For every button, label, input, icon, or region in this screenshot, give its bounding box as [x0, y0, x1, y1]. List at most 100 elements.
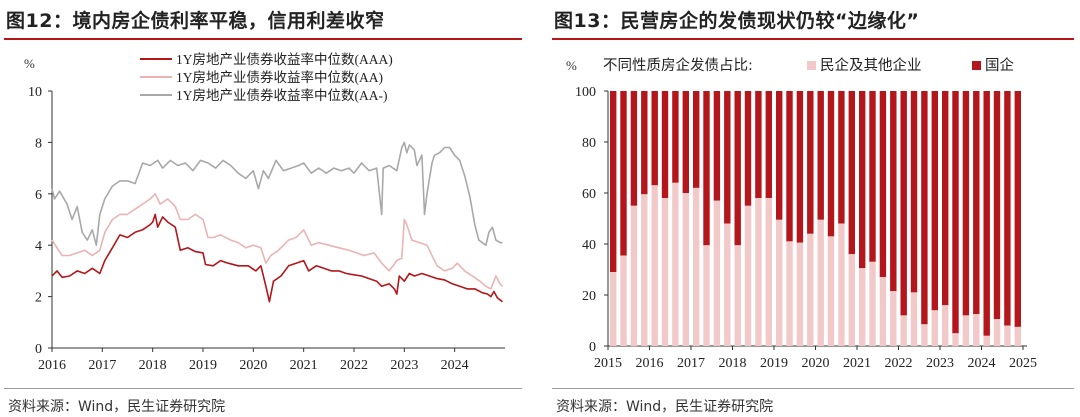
state-owned-bar: [993, 91, 1001, 320]
private-bar: [890, 291, 897, 346]
state-owned-bar: [1004, 91, 1011, 326]
private-bar: [921, 324, 928, 346]
private-bar: [703, 245, 710, 346]
right-legend-title: 不同性质房企发债占比:: [603, 56, 753, 74]
state-owned-bar: [713, 91, 721, 201]
left-title-rule: [4, 38, 522, 40]
right-y-tick-label: 100: [575, 85, 596, 100]
right-source-rule: [552, 388, 1074, 389]
state-owned-bar: [744, 91, 752, 206]
left-source-note: 资料来源：Wind，民生证券研究院: [8, 399, 226, 415]
right-legend-swatch-private: [807, 61, 816, 70]
private-bar: [973, 314, 980, 346]
left-y-unit-label: %: [24, 56, 35, 71]
private-bar: [827, 236, 835, 346]
state-owned-bar: [983, 91, 990, 336]
state-owned-bar: [661, 91, 669, 199]
state-owned-bar: [817, 91, 824, 220]
private-bar: [713, 200, 721, 346]
state-owned-bar: [610, 91, 617, 273]
private-bar: [734, 245, 741, 346]
left-series-line-aa: [51, 193, 504, 290]
state-owned-bar: [672, 91, 679, 183]
private-bar: [817, 219, 824, 346]
state-owned-bar: [682, 91, 689, 193]
state-owned-bar: [693, 91, 700, 188]
private-bar: [1004, 325, 1011, 346]
right-x-tick-label: 2024: [968, 356, 996, 371]
left-series-line-aaa: [51, 213, 503, 303]
state-owned-bar: [879, 91, 887, 278]
right-y-tick-label: 80: [582, 136, 596, 151]
state-owned-bar: [620, 91, 627, 256]
left-chart-panel: 图12：境内房企债利率平稳，信用利差收窄 % 0 2 4 6 8 10 2016 2017 201…: [0, 0, 528, 417]
private-bar: [765, 198, 772, 346]
state-owned-bar: [859, 91, 866, 269]
private-bar: [962, 315, 970, 346]
left-x-tick-label: 2020: [239, 358, 267, 373]
private-bar: [910, 292, 918, 346]
private-bar: [869, 261, 876, 346]
state-owned-bar: [827, 91, 835, 237]
state-owned-bar: [776, 91, 783, 220]
state-owned-bar: [765, 91, 772, 199]
state-owned-bar: [796, 91, 804, 243]
state-owned-bar: [703, 91, 710, 246]
right-legend-label-state: 国企: [985, 56, 1014, 74]
left-legend-label: 1Y房地产业债券收益率中位数(AAA): [176, 51, 393, 67]
right-x-tick-label: 2022: [885, 356, 913, 371]
right-title-rule: [552, 38, 1074, 40]
private-bar: [651, 185, 658, 346]
left-x-tick-label: 2021: [290, 358, 318, 373]
private-bar: [661, 198, 669, 346]
left-y-tick-label: 0: [35, 342, 42, 357]
left-y-tick-label: 8: [35, 136, 42, 151]
private-bar: [620, 255, 627, 346]
state-owned-bar: [641, 91, 648, 195]
private-bar: [993, 319, 1001, 346]
state-owned-bar: [869, 91, 876, 262]
left-source-rule: [4, 388, 522, 389]
left-series-line-aa-minus: [51, 141, 503, 246]
right-x-tick-label: 2021: [843, 356, 871, 371]
state-owned-bar: [838, 91, 845, 224]
right-y-tick-label: 60: [582, 187, 596, 202]
state-owned-bar: [921, 91, 928, 325]
private-bar: [838, 223, 845, 346]
private-bar: [630, 205, 638, 347]
private-bar: [952, 333, 959, 347]
private-bar: [610, 272, 617, 346]
private-bar: [796, 242, 804, 346]
state-owned-bar: [734, 91, 741, 246]
private-bar: [879, 277, 887, 346]
state-owned-bar: [952, 91, 959, 334]
private-bar: [942, 305, 949, 346]
private-bar: [641, 194, 648, 346]
state-owned-bar: [931, 91, 938, 311]
state-owned-bar: [755, 91, 762, 199]
right-x-tick-label: 2023: [926, 356, 954, 371]
state-owned-bar: [651, 91, 658, 186]
private-bar: [848, 254, 855, 346]
state-owned-bar: [890, 91, 897, 292]
left-legend-label: 1Y房地产业债券收益率中位数(AA-): [176, 87, 387, 103]
state-owned-bar: [962, 91, 970, 316]
right-y-unit-label: %: [566, 58, 577, 73]
private-bar: [724, 223, 731, 346]
state-owned-bar: [900, 91, 907, 316]
private-bar: [983, 335, 990, 346]
private-bar: [931, 310, 938, 346]
left-legend-label: 1Y房地产业债券收益率中位数(AA): [176, 69, 383, 85]
yield-line-chart: % 0 2 4 6 8 10 2016 2017 2018 2019 2020 2021 2022 2023…: [24, 51, 505, 373]
left-x-tick-label: 2018: [139, 358, 167, 373]
left-x-tick-label: 2019: [189, 358, 217, 373]
state-owned-bar: [973, 91, 980, 315]
left-x-tick-label: 2017: [88, 358, 116, 373]
right-x-tick-label: 2015: [594, 356, 622, 371]
issuance-share-bar-chart: % 0 20 40 60 80 100 2015 2016 2017 2018 2019 2020 202…: [566, 56, 1037, 371]
state-owned-bar: [942, 91, 949, 306]
right-x-tick-label: 2017: [677, 356, 705, 371]
right-x-tick-label: 2019: [760, 356, 788, 371]
state-owned-bar: [786, 91, 793, 242]
right-chart-title: 图13：民营房企的发债现状仍较“边缘化”: [554, 10, 920, 32]
